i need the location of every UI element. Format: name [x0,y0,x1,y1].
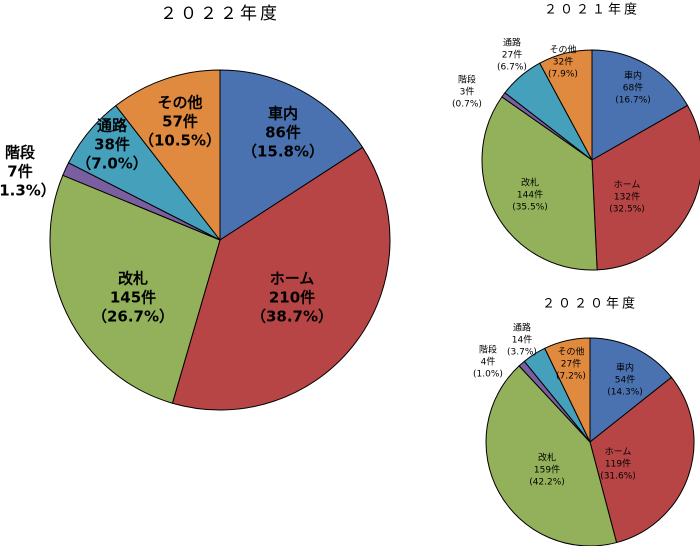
percent-label: （7.0%） [76,155,148,173]
slice-label: 通路 [513,322,531,334]
value-label: 159件 [534,464,560,476]
slice-label: 車内 [616,362,634,374]
value-label: 144件 [517,189,543,201]
slice-label: ホーム [270,270,315,288]
value-label: 27件 [502,49,522,61]
value-label: 119件 [605,458,631,470]
percent-label: (31.6%) [600,472,636,482]
slice-label: 車内 [624,70,642,82]
percent-label: (14.3%) [607,388,643,398]
value-label: 4件 [481,356,496,368]
pie-slice [589,337,673,444]
chart-title: ２０２２年度 [160,4,280,24]
percent-label: （26.7%） [92,308,174,326]
value-label: 38件 [94,136,130,154]
value-label: 27件 [561,358,581,370]
pie-slice [219,69,364,241]
pie-slice [481,96,598,271]
value-label: 32件 [553,56,573,68]
value-label: 7件 [7,163,32,181]
value-label: 3件 [460,86,475,98]
slice-label: 通路 [503,37,521,49]
percent-label: (1.0%) [473,370,503,380]
slice-label: その他 [549,44,576,56]
slice-label: 階段 [479,344,497,356]
slice-label: ホーム [605,447,632,458]
value-label: 68件 [623,82,643,94]
value-label: 57件 [162,113,198,131]
percent-label: (32.5%) [609,205,645,215]
pie-slice [544,337,591,443]
slice-label: ホーム [614,180,641,191]
slice-label: 階段 [5,144,35,162]
percent-label: （38.7%） [251,308,333,326]
chart-title: ２０２１年度 [544,2,640,18]
value-label: 54件 [615,374,635,386]
value-label: 145件 [110,289,156,307]
slice-label: その他 [557,346,584,358]
pie-slice [591,104,700,271]
percent-label: (7.9%) [548,70,578,80]
slice-label: 改札 [521,177,539,189]
percent-label: (0.7%) [452,100,482,110]
pie-slice [591,49,689,161]
slice-label: 通路 [97,117,128,135]
slice-label: 階段 [458,74,476,86]
pie-slice [49,174,221,404]
slice-label: 改札 [538,452,556,464]
pie-slice [171,146,391,411]
value-label: 132件 [614,191,640,203]
percent-label: (6.7%) [497,63,527,73]
slice-label: 車内 [268,105,298,123]
chart-title: ２０２０年度 [542,296,638,312]
percent-label: （1.3%） [0,182,56,200]
value-label: 14件 [512,334,532,346]
percent-label: （10.5%） [139,132,221,150]
percent-label: (16.7%) [615,96,651,106]
percent-label: (35.5%) [512,203,548,213]
percent-label: (7.2%) [556,372,586,382]
pie-slice [115,69,221,242]
percent-label: （15.8%） [242,143,324,161]
percent-label: (42.2%) [529,478,565,488]
slice-label: 改札 [118,270,148,288]
value-label: 210件 [269,289,315,307]
percent-label: (3.7%) [507,348,537,358]
slice-label: その他 [157,94,202,112]
pie-slice [539,49,593,161]
pie-slice [589,376,695,544]
value-label: 86件 [265,124,301,142]
